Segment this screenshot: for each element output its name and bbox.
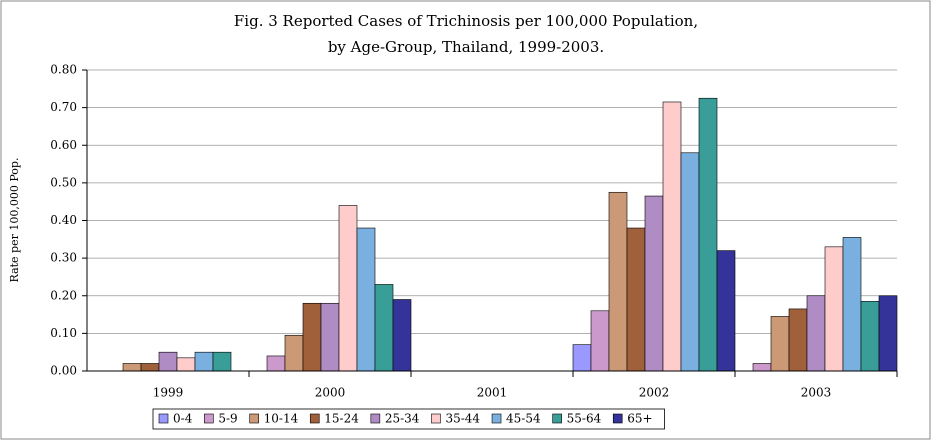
legend-label: 35-44 (445, 412, 480, 426)
bar (194, 351, 214, 372)
legend-swatch (309, 413, 320, 424)
bar (644, 195, 664, 372)
bar (122, 363, 142, 372)
bar (158, 351, 178, 372)
bar (878, 295, 898, 372)
x-tick-label: 1999 (153, 386, 184, 400)
bar (716, 250, 736, 372)
bar (140, 363, 160, 372)
legend-swatch (552, 413, 562, 424)
legend-label: 45-54 (506, 412, 541, 426)
bar (572, 344, 592, 372)
y-tick-label: 0.80 (50, 63, 77, 77)
bar (338, 205, 358, 372)
legend-label: 55-64 (567, 412, 602, 426)
bar (392, 299, 412, 372)
legend-swatch (204, 413, 214, 424)
x-tick-label: 2003 (801, 386, 832, 400)
legend-label: 5-9 (218, 412, 237, 426)
y-tick-label: 0.10 (50, 326, 77, 340)
y-tick-label: 0.30 (50, 251, 77, 265)
bar (212, 351, 232, 372)
legend-swatch (491, 413, 502, 424)
legend-swatch (249, 413, 259, 424)
bar (608, 191, 628, 372)
bar (806, 295, 826, 372)
bar (176, 357, 196, 372)
legend-swatch (612, 413, 623, 424)
legend-swatch (370, 413, 381, 424)
x-tick-label: 2000 (315, 386, 346, 400)
legend-box (152, 408, 665, 430)
bar (302, 302, 322, 372)
y-tick-label: 0.20 (50, 288, 77, 302)
bar (284, 334, 304, 372)
bar (626, 227, 646, 372)
legend-label: 10-14 (264, 412, 299, 426)
bar (752, 363, 772, 372)
bar (698, 97, 718, 372)
bar (356, 227, 376, 372)
x-tick-label: 2001 (477, 386, 508, 400)
legend-swatch (431, 413, 441, 424)
bar (662, 101, 682, 372)
legend-label: 0-4 (173, 412, 193, 426)
bar (842, 237, 862, 372)
chart-subtitle: by Age-Group, Thailand, 1999-2003. (328, 38, 604, 56)
legend-label: 65+ (627, 412, 652, 426)
bar (266, 355, 286, 372)
bar (320, 302, 340, 372)
legend-label: 25-34 (385, 412, 420, 426)
legend-label: 15-24 (324, 412, 359, 426)
y-tick-label: 0.70 (50, 100, 77, 114)
y-axis-label: Rate per 100,000 Pop. (8, 158, 21, 283)
chart-title: Fig. 3 Reported Cases of Trichinosis per… (234, 12, 698, 30)
legend-swatch (158, 413, 169, 424)
bar (824, 246, 844, 372)
y-tick-label: 0.60 (50, 138, 77, 152)
bar (374, 284, 394, 372)
bar (590, 310, 610, 372)
y-tick-label: 0.50 (50, 175, 77, 189)
bar (860, 301, 880, 372)
bar (680, 152, 700, 372)
x-tick-label: 2002 (639, 386, 670, 400)
y-tick-label: 0.40 (50, 213, 77, 227)
bar (788, 308, 808, 372)
bar (770, 316, 790, 372)
y-tick-label: 0.00 (50, 364, 77, 378)
